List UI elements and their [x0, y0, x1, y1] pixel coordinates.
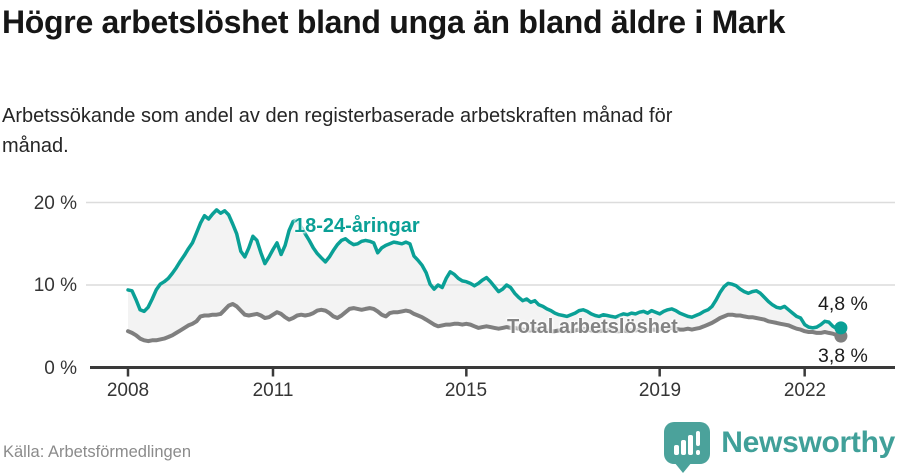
end-value-label-young: 4,8 %: [818, 293, 868, 315]
x-axis-tick-label-2011: 2011: [252, 380, 294, 401]
x-axis-tick-label-2022: 2022: [783, 380, 827, 401]
y-axis-tick-label-10: 10 %: [33, 275, 77, 296]
page-title: Högre arbetslöshet bland unga än bland ä…: [2, 4, 786, 40]
total-line: [126, 302, 843, 344]
series-label-total: Total arbetslöshet: [507, 316, 678, 338]
speech-bubble-tail: [674, 462, 693, 473]
x-axis-tick-label-2008: 2008: [106, 380, 150, 401]
bar-chart-icon: [674, 431, 701, 455]
page-subtitle: Arbetssökande som andel av den registerb…: [2, 105, 673, 157]
young-line: [126, 208, 843, 331]
y-axis-tick-label-20: 20 %: [33, 193, 77, 214]
source-credit: Källa: Arbetsförmedlingen: [3, 443, 192, 461]
y-axis-tick-label-0: 0 %: [44, 358, 77, 379]
logo-bar-3: [688, 435, 693, 455]
newsworthy-logo: Newsworthy: [664, 422, 895, 473]
area-between-series: [128, 209, 841, 342]
logo-bar-2: [681, 440, 686, 455]
series-label-young: 18-24-åringar: [294, 215, 420, 237]
newsworthy-logo-icon: [664, 422, 711, 473]
logo-bar-1: [674, 445, 679, 455]
young-end-dot: [834, 321, 848, 335]
logo-exclamation-bar: [695, 431, 701, 446]
x-axis-tick-label-2015: 2015: [444, 380, 488, 401]
newsworthy-wordmark: Newsworthy: [721, 426, 895, 459]
logo-exclamation-dot: [695, 450, 701, 455]
end-value-label-total: 3,8 %: [818, 345, 868, 367]
x-axis-tick-label-2019: 2019: [638, 380, 682, 401]
